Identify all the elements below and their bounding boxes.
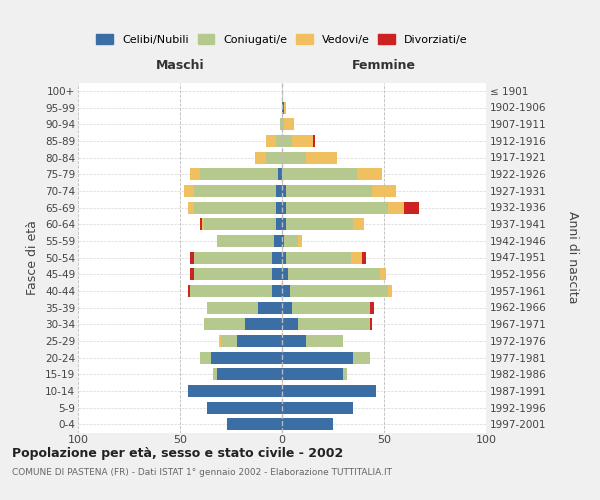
- Bar: [298, 235, 302, 247]
- Bar: [256, 152, 266, 164]
- Bar: [282, 202, 286, 213]
- Bar: [272, 268, 282, 280]
- Bar: [284, 102, 286, 114]
- Bar: [290, 285, 388, 297]
- Bar: [190, 268, 194, 280]
- Bar: [353, 218, 364, 230]
- Bar: [276, 135, 282, 147]
- Bar: [307, 335, 343, 347]
- Bar: [370, 302, 374, 314]
- Bar: [284, 118, 294, 130]
- Y-axis label: Fasce di età: Fasce di età: [26, 220, 40, 295]
- Bar: [276, 202, 282, 213]
- Bar: [282, 368, 343, 380]
- Y-axis label: Anni di nascita: Anni di nascita: [566, 211, 580, 304]
- Bar: [245, 318, 282, 330]
- Bar: [188, 285, 190, 297]
- Bar: [274, 235, 282, 247]
- Bar: [206, 402, 282, 413]
- Bar: [206, 302, 257, 314]
- Text: COMUNE DI PASTENA (FR) - Dati ISTAT 1° gennaio 2002 - Elaborazione TUTTITALIA.IT: COMUNE DI PASTENA (FR) - Dati ISTAT 1° g…: [12, 468, 392, 477]
- Bar: [266, 135, 276, 147]
- Bar: [276, 218, 282, 230]
- Bar: [282, 235, 284, 247]
- Bar: [200, 352, 211, 364]
- Bar: [353, 352, 370, 364]
- Bar: [190, 168, 200, 180]
- Bar: [188, 202, 194, 213]
- Bar: [313, 135, 314, 147]
- Bar: [380, 268, 386, 280]
- Text: Popolazione per età, sesso e stato civile - 2002: Popolazione per età, sesso e stato civil…: [12, 448, 343, 460]
- Bar: [202, 218, 205, 230]
- Bar: [286, 202, 388, 213]
- Bar: [212, 368, 217, 380]
- Bar: [257, 302, 282, 314]
- Bar: [194, 268, 272, 280]
- Bar: [358, 168, 382, 180]
- Bar: [282, 218, 286, 230]
- Bar: [190, 252, 194, 264]
- Bar: [362, 252, 365, 264]
- Bar: [282, 268, 288, 280]
- Bar: [292, 302, 370, 314]
- Bar: [282, 118, 284, 130]
- Bar: [282, 385, 376, 397]
- Bar: [282, 318, 298, 330]
- Bar: [388, 285, 392, 297]
- Bar: [286, 252, 352, 264]
- Bar: [272, 285, 282, 297]
- Bar: [188, 385, 282, 397]
- Bar: [307, 152, 337, 164]
- Text: Femmine: Femmine: [352, 58, 416, 71]
- Bar: [388, 202, 404, 213]
- Bar: [286, 218, 353, 230]
- Bar: [190, 285, 272, 297]
- Bar: [282, 185, 286, 197]
- Bar: [404, 202, 419, 213]
- Legend: Celibi/Nubili, Coniugati/e, Vedovi/e, Divorziati/e: Celibi/Nubili, Coniugati/e, Vedovi/e, Di…: [97, 34, 467, 44]
- Bar: [282, 352, 353, 364]
- Bar: [184, 185, 194, 197]
- Bar: [343, 368, 347, 380]
- Bar: [266, 152, 282, 164]
- Bar: [372, 185, 396, 197]
- Text: Maschi: Maschi: [155, 58, 205, 71]
- Bar: [280, 118, 282, 130]
- Bar: [282, 418, 333, 430]
- Bar: [278, 168, 282, 180]
- Bar: [194, 252, 272, 264]
- Bar: [211, 352, 282, 364]
- Bar: [217, 368, 282, 380]
- Bar: [282, 252, 286, 264]
- Bar: [219, 335, 221, 347]
- Bar: [282, 285, 290, 297]
- Bar: [200, 218, 202, 230]
- Bar: [288, 268, 380, 280]
- Bar: [282, 135, 292, 147]
- Bar: [282, 102, 284, 114]
- Bar: [282, 152, 307, 164]
- Bar: [284, 235, 298, 247]
- Bar: [237, 335, 282, 347]
- Bar: [205, 218, 276, 230]
- Bar: [292, 135, 313, 147]
- Bar: [282, 168, 358, 180]
- Bar: [194, 202, 276, 213]
- Bar: [286, 185, 372, 197]
- Bar: [227, 418, 282, 430]
- Bar: [282, 335, 307, 347]
- Bar: [352, 252, 362, 264]
- Bar: [200, 168, 278, 180]
- Bar: [298, 318, 370, 330]
- Bar: [276, 185, 282, 197]
- Bar: [282, 302, 292, 314]
- Bar: [272, 252, 282, 264]
- Bar: [194, 185, 276, 197]
- Bar: [217, 235, 274, 247]
- Bar: [221, 335, 237, 347]
- Bar: [370, 318, 372, 330]
- Bar: [205, 318, 245, 330]
- Bar: [282, 402, 353, 413]
